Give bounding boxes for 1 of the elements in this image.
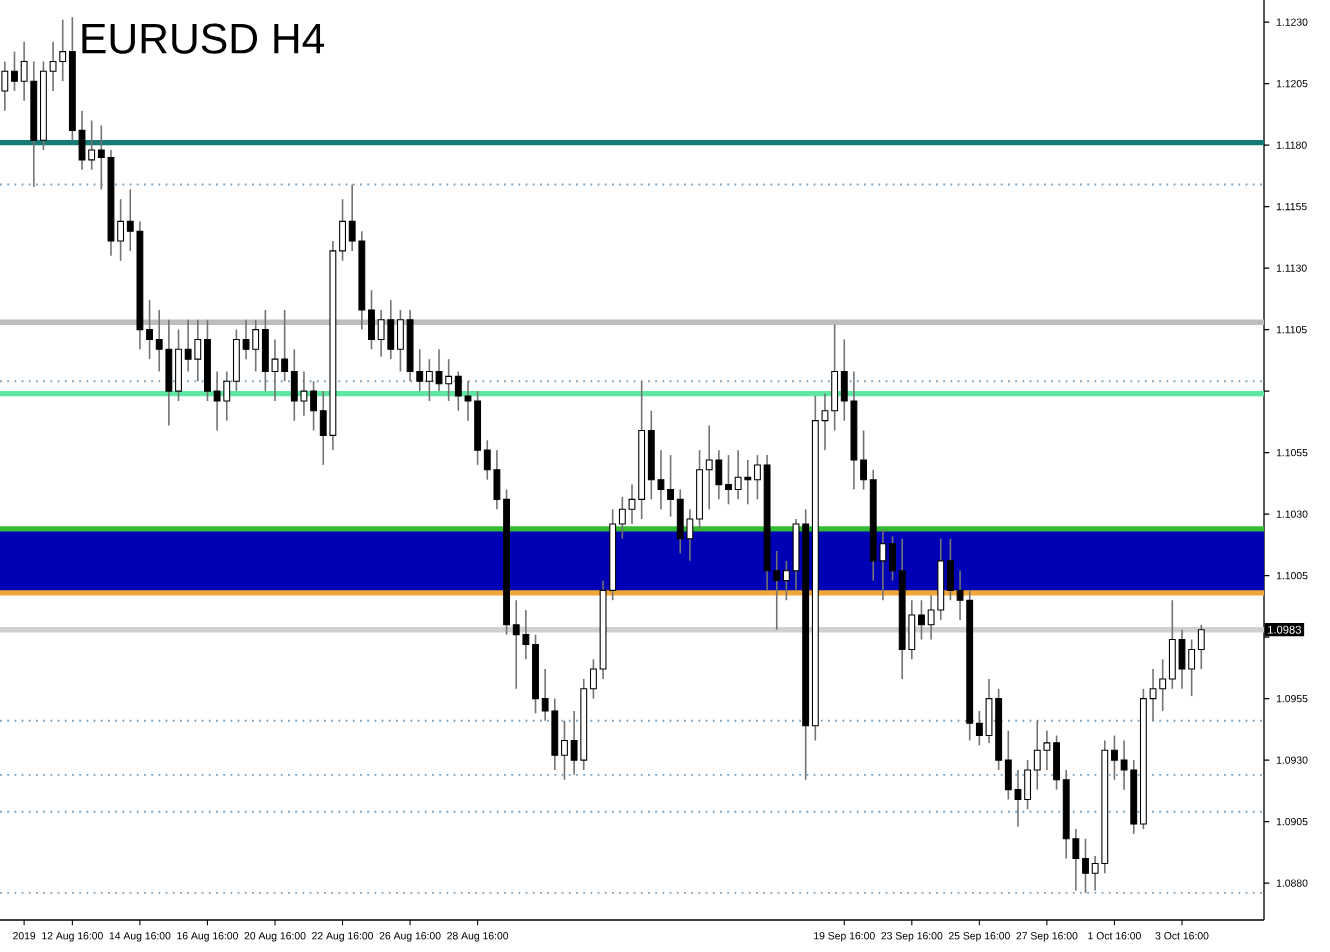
chart-title: EURUSD H4: [82, 23, 325, 54]
